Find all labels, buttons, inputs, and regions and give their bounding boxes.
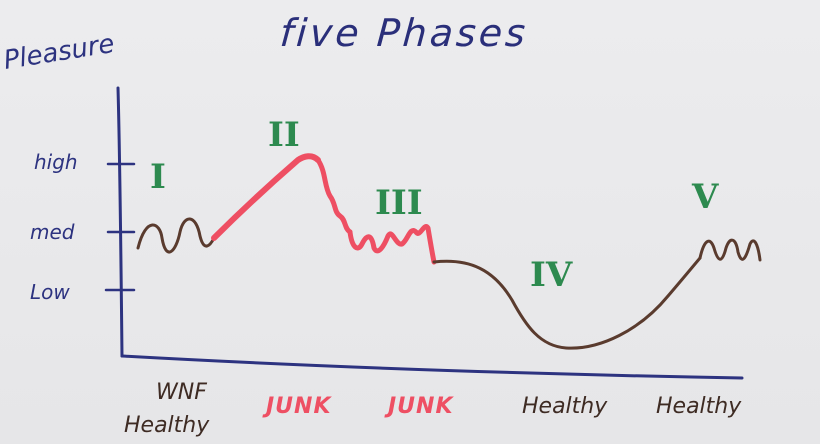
phase-label-2: II <box>268 115 300 155</box>
category-label-2: JUNK <box>266 394 332 419</box>
curve-phase-2-drop <box>315 157 353 235</box>
curve-phase-4 <box>432 256 702 350</box>
phase-label-4: IV <box>530 255 573 295</box>
curve-phase-5 <box>698 238 762 262</box>
x-axis-line <box>120 354 744 380</box>
category-label-5: Healthy <box>656 394 742 419</box>
category-label-4: Healthy <box>522 394 608 419</box>
phase-label-3: III <box>375 183 423 223</box>
category-label-3: JUNK <box>388 394 454 419</box>
tick-label-low: Low <box>30 280 70 304</box>
phase-label-1: I <box>150 157 166 197</box>
curve-phase-3 <box>347 224 437 265</box>
category-label-1-line-2: Healthy <box>124 413 210 438</box>
tick-label-high: high <box>34 150 78 174</box>
curve-phase-1 <box>136 217 216 254</box>
y-axis-line <box>116 86 124 358</box>
tick-label-med: med <box>30 220 75 244</box>
phase-label-5: V <box>692 177 719 217</box>
curve-phase-2 <box>211 153 321 241</box>
category-label-1: WNF <box>156 380 207 405</box>
